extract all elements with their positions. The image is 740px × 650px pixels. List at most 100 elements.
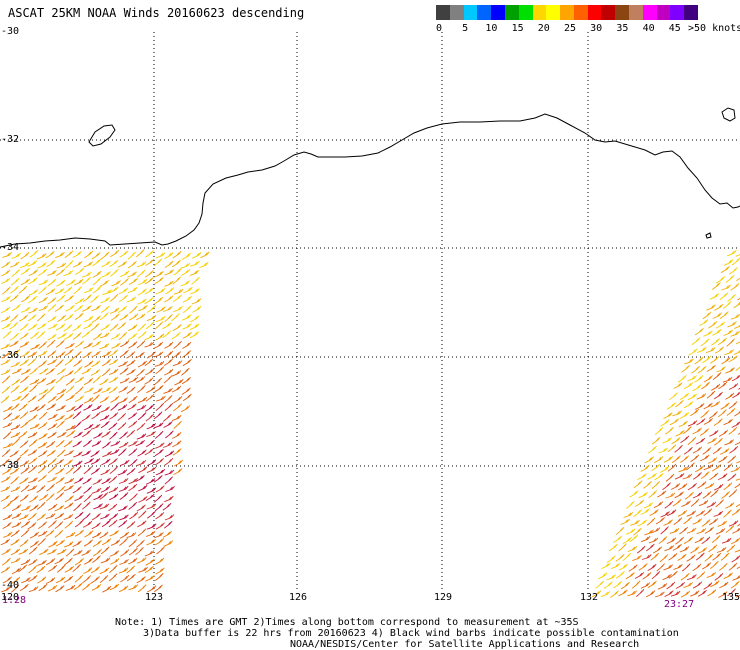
wind-barb <box>90 566 100 574</box>
wind-barb <box>708 518 719 526</box>
wind-barb <box>48 520 57 529</box>
wind-barb <box>20 262 30 269</box>
wind-barb <box>92 285 102 294</box>
wind-barb <box>91 411 101 420</box>
wind-barb <box>153 258 163 267</box>
wind-barb <box>595 580 605 589</box>
wind-barb <box>74 529 85 537</box>
wind-barb <box>137 449 147 457</box>
wind-barb <box>734 410 740 417</box>
lat-label: -38 <box>1 460 20 471</box>
wind-barb <box>171 414 182 422</box>
legend-color-7 <box>532 5 547 20</box>
wind-barb <box>93 493 103 501</box>
wind-barb <box>145 413 155 422</box>
wind-barb <box>137 385 146 394</box>
wind-barb <box>109 307 120 314</box>
wind-barb <box>93 332 103 341</box>
wind-barb <box>137 396 148 404</box>
wind-barb <box>726 338 735 347</box>
coastline <box>0 113 740 248</box>
wind-barb <box>155 288 166 295</box>
wind-barb <box>672 410 682 417</box>
wind-barb <box>75 386 84 395</box>
wind-barb <box>119 431 128 440</box>
wind-barb <box>120 574 130 583</box>
legend-color-11 <box>587 5 602 20</box>
wind-barb <box>82 276 91 285</box>
wind-barb <box>74 395 85 403</box>
wind-barb <box>678 420 688 428</box>
wind-barb <box>726 544 736 553</box>
wind-barb <box>109 448 120 456</box>
wind-barb <box>92 531 102 539</box>
wind-barb <box>84 250 94 259</box>
wind-barb <box>46 378 56 386</box>
wind-barb <box>109 530 119 537</box>
wind-barb <box>10 277 20 286</box>
wind-barb <box>664 500 674 509</box>
legend-tick: 35 <box>616 23 629 34</box>
wind-barb <box>640 535 651 543</box>
wind-barb <box>81 549 91 556</box>
wind-barb <box>618 543 627 552</box>
wind-barb <box>120 270 130 278</box>
wind-barb <box>686 554 696 562</box>
wind-barb <box>120 549 130 557</box>
wind-barb <box>163 520 173 529</box>
wind-barb <box>658 447 668 454</box>
wind-barb <box>154 385 164 393</box>
wind-barb <box>82 501 91 510</box>
wind-barb <box>692 563 702 572</box>
wind-barb <box>164 280 174 287</box>
lat-label: -30 <box>1 26 20 37</box>
wind-barb <box>192 305 202 313</box>
wind-barb <box>172 324 182 332</box>
wind-barb <box>192 252 202 259</box>
wind-barb <box>84 287 94 294</box>
wind-barb <box>37 322 47 330</box>
wind-barb <box>82 582 91 591</box>
wind-barb <box>73 278 84 286</box>
wind-barb <box>74 312 84 321</box>
wind-barb <box>56 368 66 375</box>
wind-barb <box>608 543 618 552</box>
wind-barb <box>719 562 728 571</box>
wind-barb <box>162 502 172 511</box>
wind-barb <box>163 387 173 394</box>
wind-barb <box>669 528 680 534</box>
wind-barb <box>154 430 164 439</box>
wind-barb <box>117 422 127 431</box>
wind-barb <box>138 278 148 286</box>
wind-barb <box>84 360 94 368</box>
wind-barb <box>92 270 102 278</box>
wind-barb <box>648 445 657 454</box>
wind-barb <box>100 513 110 520</box>
wind-barb <box>138 496 148 503</box>
wind-barb <box>155 512 165 520</box>
wind-barb <box>657 490 667 498</box>
wind-barb <box>709 472 719 481</box>
wind-barb <box>82 512 91 521</box>
wind-barb <box>63 286 73 294</box>
wind-barb <box>686 462 695 471</box>
wind-barb <box>716 547 727 553</box>
wind-barb <box>37 441 48 449</box>
wind-barb <box>697 346 707 354</box>
wind-barb <box>146 305 156 313</box>
wind-barb <box>637 519 648 527</box>
wind-barb <box>38 305 49 312</box>
wind-barb <box>694 536 705 544</box>
wind-barb <box>36 253 47 260</box>
wind-barb <box>722 301 732 309</box>
wind-barb <box>100 323 111 331</box>
wind-barb <box>101 430 111 438</box>
wind-barb <box>82 429 92 438</box>
wind-barb <box>720 402 730 410</box>
wind-barb <box>721 537 732 544</box>
wind-barb <box>734 482 740 489</box>
wind-barb <box>708 544 718 553</box>
wind-barb <box>163 395 173 404</box>
wind-barb <box>726 408 736 416</box>
lon-label: 135 <box>722 592 740 603</box>
